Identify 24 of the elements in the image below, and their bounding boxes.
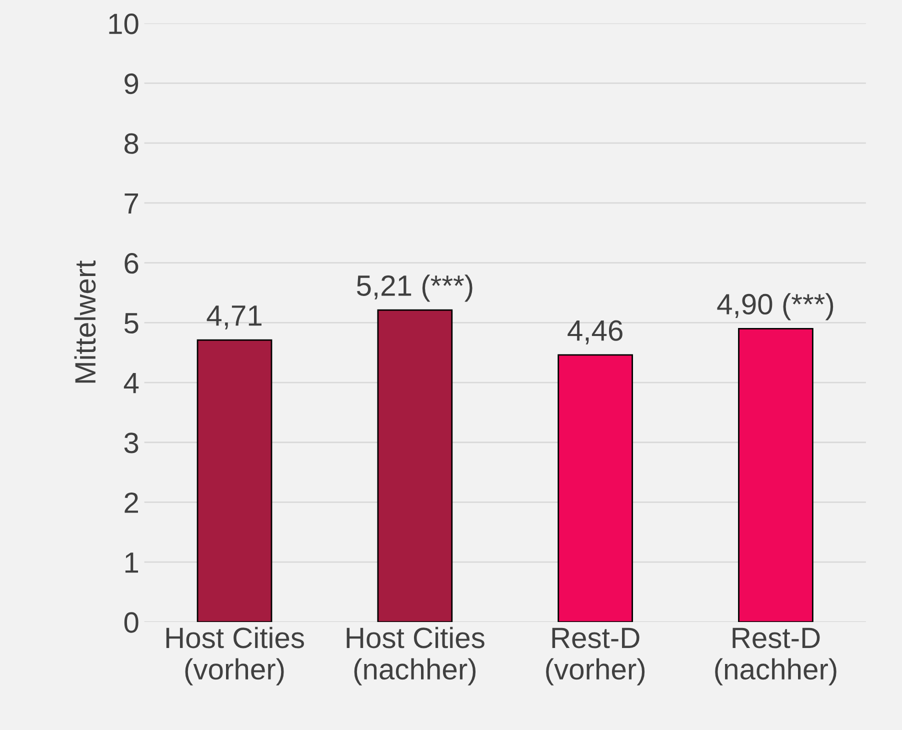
bar (196, 339, 272, 622)
x-tick-label: Host Cities (nachher) (346, 626, 484, 686)
y-axis-title: Mittelwert (74, 260, 96, 383)
y-tick-label: 5 (124, 313, 138, 334)
y-tick-label: 10 (109, 14, 138, 34)
y-tick-label: 3 (124, 432, 138, 454)
y-tick-label: 9 (124, 73, 138, 94)
x-tick-label: Rest-D (vorher) (546, 628, 645, 686)
data-label: 4,46 (568, 320, 622, 344)
y-tick-label: 1 (125, 552, 138, 573)
y-tick-label: 7 (124, 193, 138, 214)
y-tick-label: 2 (124, 492, 138, 513)
data-label: 4,90 (***) (717, 293, 834, 320)
x-tick-label: Rest-D (nachher) (715, 628, 836, 686)
y-tick-label: 4 (124, 373, 139, 394)
y-tick-label: 6 (124, 253, 138, 274)
y-tick-label: 8 (124, 133, 138, 154)
x-tick-label: Host Cities (vorher) (166, 626, 304, 686)
y-tick-label: 0 (124, 612, 138, 633)
data-label: 5,21 (***) (356, 274, 472, 302)
bar (558, 354, 633, 622)
data-label: 4,71 (206, 306, 262, 330)
bar (377, 309, 453, 622)
bar (738, 328, 814, 622)
